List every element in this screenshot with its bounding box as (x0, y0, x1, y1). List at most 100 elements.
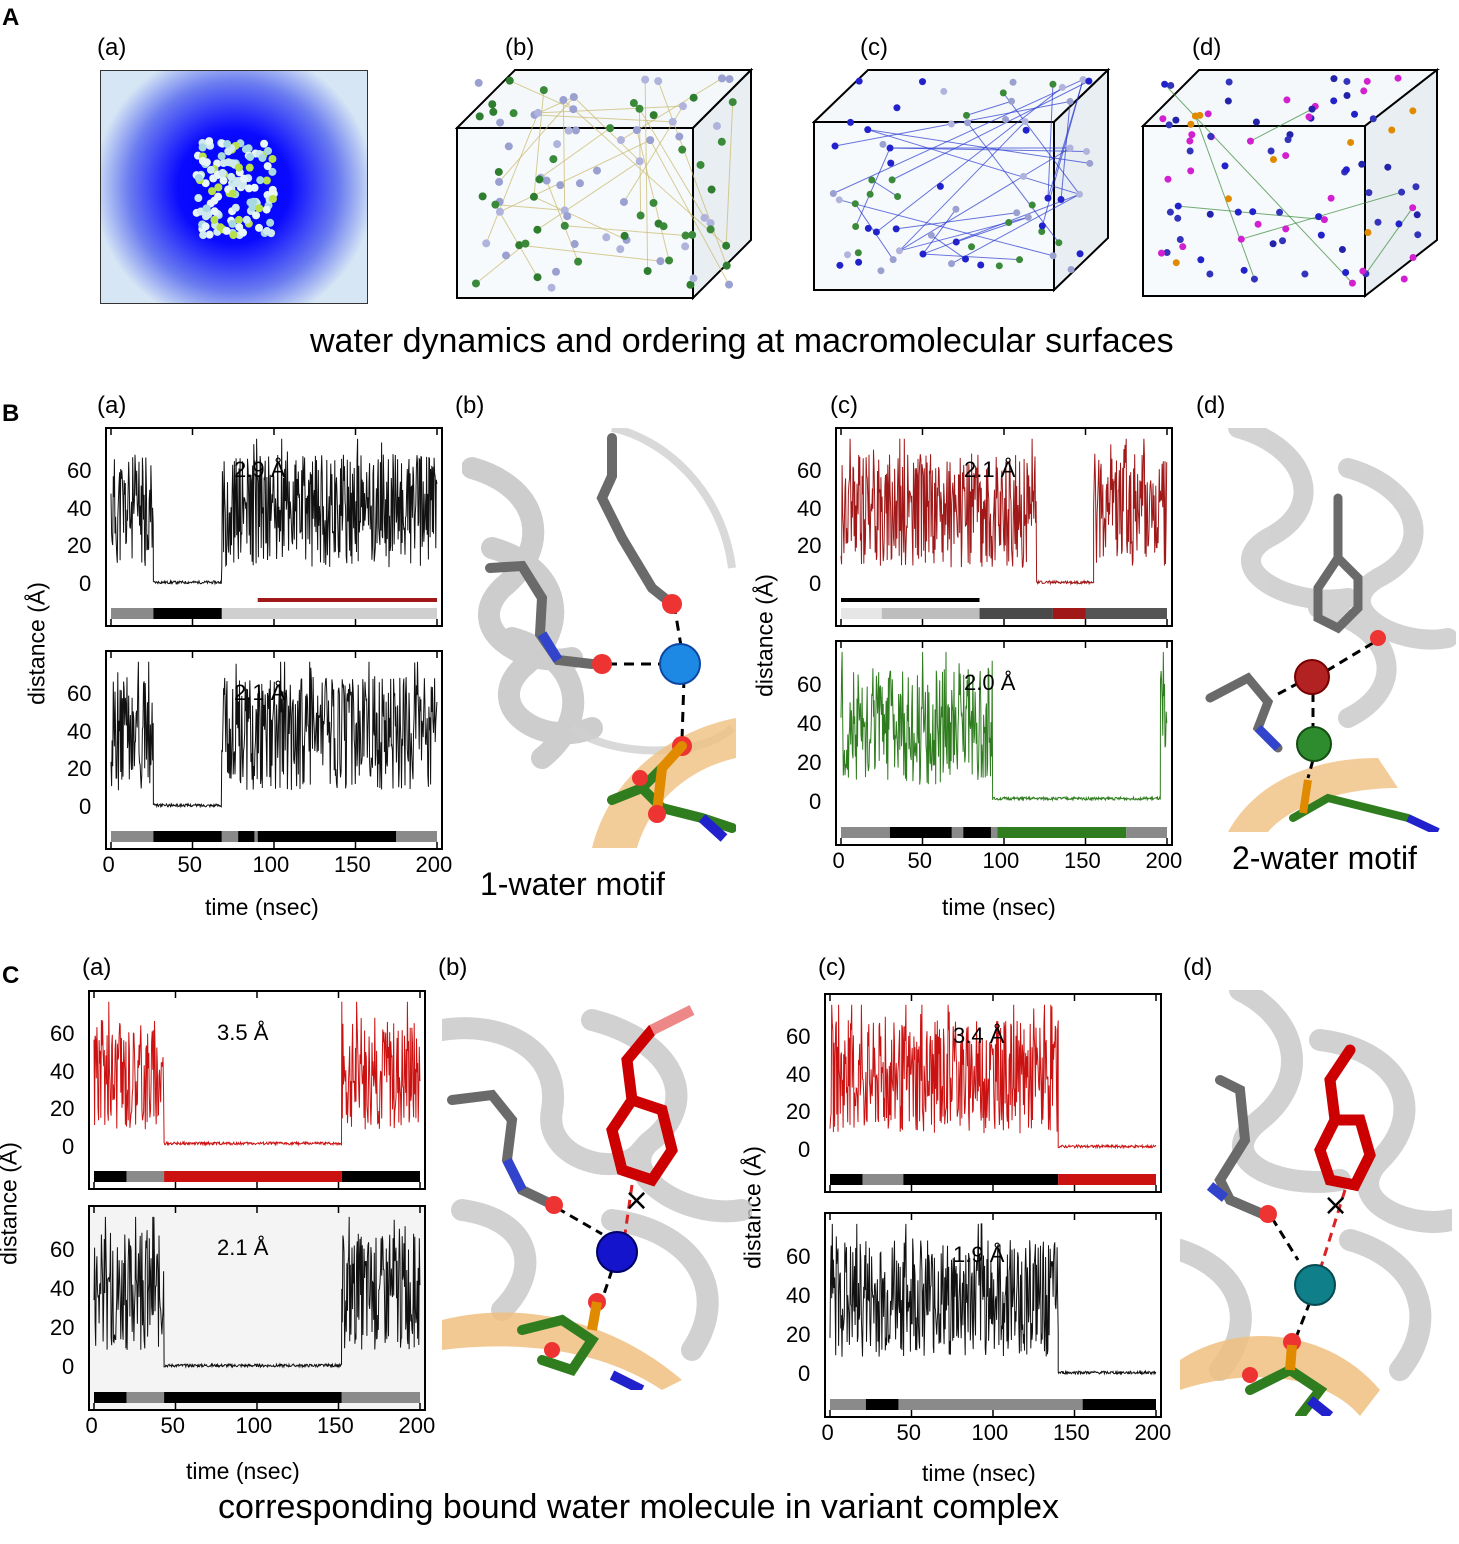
water-molecule-dot (919, 250, 927, 258)
distance-trace (829, 1004, 1157, 1150)
network-edge (871, 179, 898, 197)
water-molecule-dot (1005, 218, 1013, 226)
x-tick-label: 50 (896, 1420, 921, 1445)
state-bar-segment (903, 1174, 1059, 1185)
water-molecule-dot (266, 218, 275, 227)
water-molecule-dot (515, 241, 524, 250)
water-molecule-dot (268, 154, 277, 163)
water-molecule-dot (533, 225, 542, 234)
y-tick-label: 20 (797, 750, 822, 776)
water-box-b (455, 68, 754, 301)
water-molecule-dot (1330, 97, 1338, 105)
water-molecule-dot (1166, 208, 1174, 216)
molecule-1-water-motif (462, 428, 736, 848)
water-molecule-dot (1174, 202, 1182, 210)
water-molecule-dot (1055, 239, 1063, 247)
water-molecule-dot (482, 239, 491, 248)
water-molecule-dot (1019, 172, 1027, 180)
x-tick-label: 200 (398, 1413, 436, 1438)
y-tick-label: 60 (797, 457, 822, 483)
water-molecule-dot (1024, 213, 1032, 221)
panel-b-a-label: (a) (97, 392, 127, 419)
water-molecule-dot (1221, 162, 1229, 170)
water-molecule-dot (1225, 78, 1233, 86)
panel-a-c-label: (c) (860, 34, 888, 61)
water-molecule-dot (1179, 243, 1187, 251)
state-bar-segment (830, 1399, 866, 1410)
water-molecule-dot (1197, 256, 1205, 264)
water-molecule-dot (936, 182, 944, 190)
water-molecule-dot (227, 172, 236, 181)
water-molecule-dot (1237, 235, 1245, 243)
water-molecule-dot (889, 256, 897, 264)
panel-b-d-label: (d) (1196, 392, 1226, 419)
water-molecule-dot (1038, 222, 1046, 230)
water-molecule-dot (1164, 175, 1172, 183)
water-molecule-dot (641, 75, 650, 84)
water-molecule-dot (556, 181, 565, 190)
water-molecule-dot (1360, 87, 1368, 95)
x-tick-label: 50 (907, 848, 932, 873)
water-molecule-dot (1398, 188, 1406, 196)
water-molecule-dot (198, 156, 207, 165)
network-edge (519, 244, 661, 262)
water-molecule-dot (539, 86, 548, 95)
distance-annotation: 2.0 Å (964, 670, 1016, 695)
water-molecule-dot (239, 174, 248, 183)
water-molecule-dot (1159, 115, 1167, 123)
network-edge (639, 108, 706, 219)
network-edge (839, 199, 1054, 257)
network-edge (833, 79, 1084, 194)
state-bar-segment (341, 1392, 420, 1403)
water-molecule-dot (1049, 80, 1057, 88)
state-bar-segment (1085, 608, 1167, 619)
x-tick-label: 100 (235, 1413, 273, 1438)
water-molecule-dot (728, 98, 737, 107)
water-molecule-dot (509, 109, 518, 118)
water-molecule-dot (1394, 74, 1402, 82)
chart-c-c-bottom: 1.9 Å (824, 1212, 1162, 1418)
water-molecule-dot (210, 215, 219, 224)
distance-annotation: 3.4 Å (953, 1023, 1005, 1048)
network-edge (649, 139, 730, 285)
water-molecule-dot (952, 238, 960, 246)
water-molecule-dot (678, 102, 687, 111)
water-molecule-dot (961, 255, 969, 263)
water-molecule-dot (1187, 120, 1195, 128)
water-molecule-dot (1254, 220, 1262, 228)
water-molecule-dot (649, 111, 658, 120)
water-molecule-dot (1301, 270, 1309, 278)
water-molecule-dot (668, 117, 677, 126)
water-molecule-dot (1076, 250, 1084, 258)
water-molecule-dot (868, 176, 876, 184)
water-molecule-dot (892, 225, 900, 233)
network-edge (867, 129, 1090, 164)
y-tick-label: 60 (67, 680, 92, 706)
network-edge (636, 129, 670, 261)
water-molecule-dot (1317, 231, 1325, 239)
water-molecule-dot (231, 203, 240, 212)
water-molecule-dot (495, 177, 504, 186)
water-molecule-dot (940, 87, 948, 95)
panel-c-c-label: (c) (818, 954, 846, 981)
water-molecule-dot (219, 159, 228, 168)
y-tick-label: 20 (50, 1315, 75, 1341)
network-edge (534, 114, 673, 123)
network-edge (657, 80, 728, 266)
water-molecule-dot (1308, 105, 1316, 113)
water-molecule-dot (235, 223, 244, 232)
network-edge (537, 160, 641, 231)
water-molecule-dot (1028, 201, 1036, 209)
water-molecule-dot (643, 266, 652, 275)
state-bar-segment (94, 1392, 127, 1403)
water-molecule-dot (206, 165, 215, 174)
state-bar-segment (164, 1171, 342, 1182)
y-tick-label: 40 (50, 1276, 75, 1302)
water-molecule-dot (502, 251, 511, 260)
water-molecule-dot (659, 222, 668, 231)
network-edge (896, 212, 1017, 230)
water-molecule-dot (722, 261, 731, 270)
water-molecule-dot (1009, 78, 1017, 86)
water-molecule-dot (529, 192, 538, 201)
state-bar-segment (881, 608, 980, 619)
